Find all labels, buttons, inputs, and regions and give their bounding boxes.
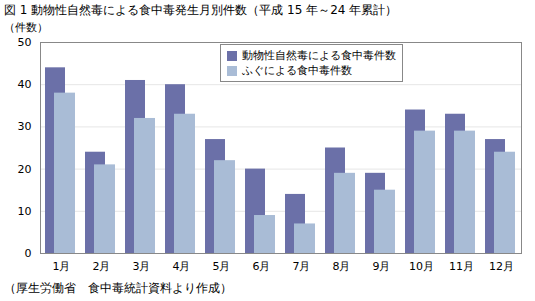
svg-text:5月: 5月 [213, 260, 231, 273]
svg-text:0: 0 [25, 247, 32, 260]
svg-text:7月: 7月 [293, 260, 311, 273]
svg-text:1月: 1月 [53, 260, 71, 273]
svg-text:4月: 4月 [173, 260, 191, 273]
svg-text:8月: 8月 [333, 260, 351, 273]
html-text:ふぐによる食中毒件数: ふぐによる食中毒件数 [242, 64, 352, 77]
svg-text:6月: 6月 [253, 260, 271, 273]
svg-text:3月: 3月 [133, 260, 151, 273]
svg-text:2月: 2月 [93, 260, 111, 273]
svg-text:20: 20 [18, 163, 32, 176]
svg-text:30: 30 [18, 120, 32, 133]
svg-text:11月: 11月 [449, 260, 474, 273]
svg-text:40: 40 [18, 78, 32, 91]
html-text:（厚生労働省 食中毒統計資料より作成）: （厚生労働省 食中毒統計資料より作成） [4, 281, 232, 295]
svg-text:10: 10 [18, 205, 32, 218]
svg-text:50: 50 [18, 36, 32, 49]
html-text:図 1 動物性自然毒による食中毒発生月別件数（平成 15 年: 図 1 動物性自然毒による食中毒発生月別件数（平成 15 年～24 年累計） [4, 3, 398, 17]
svg-text:10月: 10月 [409, 260, 434, 273]
svg-text:（件数）: （件数） [4, 21, 48, 34]
svg-text:9月: 9月 [373, 260, 391, 273]
html-text:動物性自然毒による食中毒件数: 動物性自然毒による食中毒件数 [242, 49, 396, 62]
svg-text:12月: 12月 [489, 260, 514, 273]
